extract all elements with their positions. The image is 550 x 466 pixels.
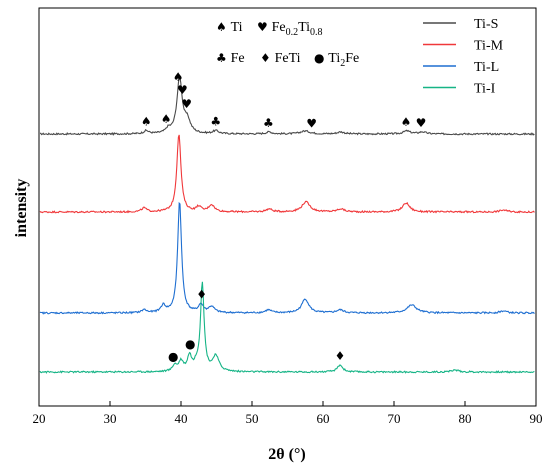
x-tick-label: 20	[33, 411, 46, 426]
peak-marker: ♠	[173, 70, 184, 84]
peak-marker: ♣	[210, 114, 221, 128]
x-tick-label: 50	[246, 411, 259, 426]
x-tick-label: 30	[104, 411, 117, 426]
phase-legend-item: ● Ti2Fe	[314, 51, 359, 69]
x-tick-label: 90	[530, 411, 543, 426]
peak-marker: ♥	[416, 116, 427, 130]
peak-marker: ●	[168, 349, 178, 363]
x-axis-title: 2θ (°)	[268, 446, 305, 463]
phase-legend: ♠ Ti ♥ Fe0.2Ti0.8 ♣ Fe ♦ FeTi ● Ti2Fe	[216, 20, 359, 69]
series-line-ti-l	[39, 201, 535, 315]
series-line-ti-s	[40, 76, 535, 136]
peak-marker: ♥	[177, 83, 188, 97]
peak-marker: ♣	[263, 116, 274, 130]
phase-legend-item: ♣ Fe	[216, 51, 245, 66]
y-axis-title: intensity	[13, 179, 30, 238]
peak-marker: ♥	[306, 117, 317, 131]
series-line-ti-i	[39, 281, 535, 374]
phase-legend-item: ♠ Ti	[216, 20, 243, 35]
series-legend: Ti-S Ti-M Ti-L Ti-I	[423, 17, 504, 97]
peak-marker-layer: ♠ ♠♠♥♥♣ ♣ ♥ ♠ ♥♦●●♦	[141, 70, 427, 363]
peak-marker: ♠	[141, 114, 152, 128]
peak-marker: ♥	[181, 97, 192, 111]
phase-legend-item: ♥ Fe0.2Ti0.8	[257, 20, 323, 38]
x-tick-label: 70	[388, 411, 401, 426]
peak-marker: ♠	[401, 115, 412, 129]
peak-marker: ♠	[161, 112, 172, 126]
series-layer	[39, 76, 535, 374]
x-tick-label: 60	[317, 411, 330, 426]
x-axis-ticks: 20 30 40 50 60 70 80 90	[33, 401, 543, 426]
legend-label-ti-s: Ti-S	[474, 17, 498, 32]
series-line-ti-m	[39, 134, 535, 214]
x-tick-label: 40	[175, 411, 188, 426]
peak-marker: ♦	[335, 349, 346, 363]
peak-marker: ♦	[196, 287, 207, 301]
plot-frame	[38, 7, 537, 407]
legend-label-ti-i: Ti-I	[474, 82, 496, 97]
phase-legend-item: ♦ FeTi	[260, 51, 301, 66]
peak-marker: ●	[185, 337, 195, 351]
legend-label-ti-m: Ti-M	[474, 39, 504, 54]
legend-label-ti-l: Ti-L	[474, 60, 499, 75]
x-tick-label: 80	[459, 411, 472, 426]
